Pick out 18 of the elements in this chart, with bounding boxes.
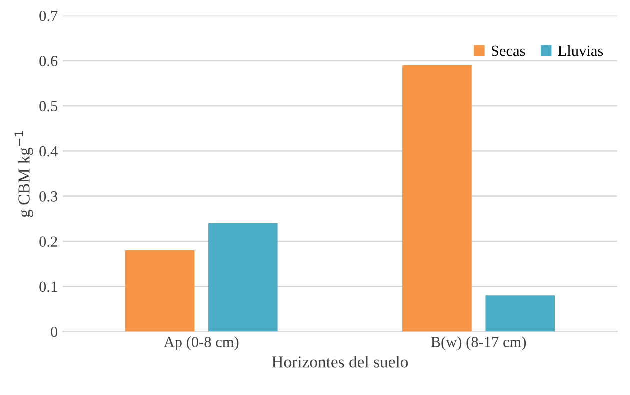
- legend-label: Secas: [492, 46, 526, 56]
- y-tick-label: 0.2: [40, 236, 58, 248]
- bar: [125, 250, 195, 332]
- bar: [402, 65, 472, 332]
- x-tick-label: Ap (0-8 cm): [164, 336, 239, 351]
- y-tick-label: 0: [51, 326, 58, 338]
- y-tick-label: 0.3: [40, 192, 58, 202]
- bar: [486, 296, 556, 332]
- y-tick-label: 0.5: [40, 101, 58, 112]
- legend-label: Lluvias: [558, 45, 604, 56]
- x-tick-label: B(w) (8-17 cm): [431, 336, 526, 351]
- y-axis-title: g CBM kg$^{−1}$: [14, 131, 34, 218]
- y-tick-label: 0.4: [40, 146, 58, 157]
- y-tick-label: 0.6: [40, 56, 58, 66]
- y-tick-label: 0.7: [40, 10, 58, 22]
- y-tick-label: 0.1: [40, 282, 58, 292]
- x-axis-title: Horizontes del suelo: [272, 356, 408, 368]
- bar: [208, 223, 278, 332]
